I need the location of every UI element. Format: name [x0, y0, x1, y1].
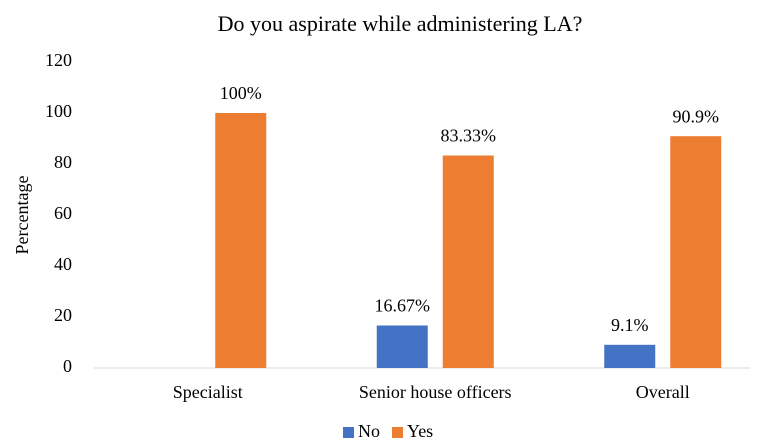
y-tick-label: 60: [54, 203, 72, 223]
bar: [604, 344, 656, 368]
data-label: 83.33%: [441, 126, 497, 146]
bar: [215, 113, 267, 368]
data-label: 16.67%: [375, 296, 431, 316]
x-tick-label: Specialist: [173, 382, 243, 402]
bar: [442, 155, 494, 368]
chart-title: Do you aspirate while administering LA?: [218, 11, 583, 36]
y-tick-label: 20: [54, 305, 72, 325]
data-label: 100%: [220, 83, 262, 103]
y-tick-label: 100: [45, 101, 72, 121]
legend-label: Yes: [407, 421, 433, 441]
y-tick-label: 120: [45, 50, 72, 70]
bar: [376, 325, 428, 368]
x-tick-label: Overall: [636, 382, 690, 402]
y-tick-label: 80: [54, 152, 72, 172]
bar: [670, 136, 722, 368]
y-tick-label: 0: [63, 356, 72, 376]
y-axis-label: Percentage: [12, 176, 32, 255]
data-label: 90.9%: [673, 106, 720, 126]
y-tick-label: 40: [54, 254, 72, 274]
legend-label: No: [358, 421, 380, 441]
x-tick-label: Senior house officers: [359, 382, 512, 402]
data-label: 9.1%: [611, 315, 649, 335]
legend-swatch: [392, 427, 403, 438]
legend-swatch: [343, 427, 354, 438]
